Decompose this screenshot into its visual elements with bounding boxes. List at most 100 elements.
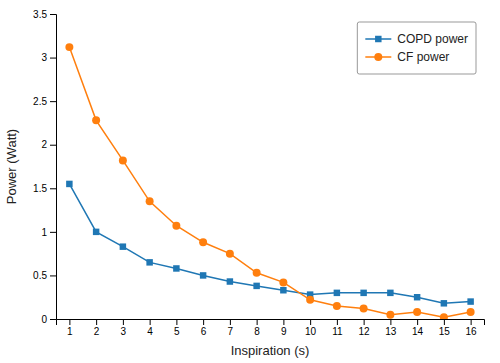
x-tick-mark <box>123 319 124 325</box>
data-point <box>441 300 447 306</box>
data-point <box>387 290 393 296</box>
x-tick-label: 15 <box>439 326 451 337</box>
chart: 1234567891011121314151600.511.522.533.5C… <box>0 0 500 363</box>
data-point <box>467 298 473 304</box>
x-tick-mark <box>96 319 97 325</box>
data-point <box>334 290 340 296</box>
y-tick-label: 1 <box>41 227 47 238</box>
y-tick-mark <box>50 14 56 15</box>
x-tick-label: 16 <box>466 326 478 337</box>
x-tick: 14 <box>412 319 424 337</box>
y-tick-mark <box>50 58 56 59</box>
x-tick-mark <box>390 319 391 325</box>
data-point <box>92 116 100 124</box>
data-point <box>66 181 72 187</box>
x-tick: 6 <box>201 319 207 337</box>
data-point <box>199 238 207 246</box>
x-tick-label: 10 <box>305 326 317 337</box>
data-point <box>360 305 368 313</box>
x-tick-label: 2 <box>94 326 100 337</box>
data-point <box>119 156 127 164</box>
y-tick-label: 0 <box>41 314 47 325</box>
data-point <box>413 308 421 316</box>
x-tick: 16 <box>466 319 478 337</box>
x-tick: 11 <box>332 319 343 337</box>
x-tick-mark <box>257 319 258 325</box>
x-tick-mark <box>444 319 445 325</box>
y-tick-label: 3.5 <box>33 9 47 20</box>
x-tick-mark <box>203 319 204 325</box>
y-tick: 0 <box>41 314 56 325</box>
x-tick-mark <box>283 319 284 325</box>
data-point <box>146 259 152 265</box>
data-point <box>227 278 233 284</box>
plot: 1234567891011121314151600.511.522.533.5C… <box>33 9 484 337</box>
y-tick-label: 2.5 <box>33 96 47 107</box>
y-axis-line <box>50 15 57 320</box>
x-tick-label: 8 <box>254 326 260 337</box>
marks <box>65 43 474 319</box>
y-tick-mark <box>50 319 56 320</box>
data-point <box>120 243 126 249</box>
x-tick-mark <box>310 319 311 325</box>
x-tick: 8 <box>254 319 260 337</box>
legend-marker <box>375 36 381 42</box>
data-point <box>146 197 154 205</box>
x-tick: 15 <box>439 319 451 337</box>
data-point <box>173 265 179 271</box>
x-tick-label: 6 <box>201 326 207 337</box>
y-tick: 2 <box>41 139 56 150</box>
legend-marker <box>374 53 382 61</box>
y-tick-mark <box>50 275 56 276</box>
x-tick-mark <box>337 319 338 325</box>
legend-label: COPD power <box>397 32 468 46</box>
x-tick-label: 13 <box>385 326 397 337</box>
data-point <box>333 302 341 310</box>
x-tick: 9 <box>281 319 287 337</box>
y-tick-mark <box>50 188 56 189</box>
x-tick-mark <box>150 319 151 325</box>
x-axis-line <box>57 320 485 326</box>
x-tick-mark <box>230 319 231 325</box>
data-point <box>172 222 180 230</box>
x-tick-mark <box>471 319 472 325</box>
x-tick-label: 14 <box>412 326 424 337</box>
y-tick: 1.5 <box>33 183 56 194</box>
data-point <box>226 250 234 258</box>
data-point <box>279 278 287 286</box>
data-point <box>253 269 261 277</box>
x-axis: 12345678910111213141516 <box>57 319 485 337</box>
legend-box <box>357 22 476 74</box>
y-tick: 1 <box>41 227 56 238</box>
legend-item: COPD power <box>365 32 468 46</box>
data-point <box>467 308 475 316</box>
x-tick: 13 <box>385 319 397 337</box>
x-tick: 2 <box>94 319 100 337</box>
data-point <box>93 229 99 235</box>
x-tick-mark <box>417 319 418 325</box>
y-tick: 2.5 <box>33 96 56 107</box>
x-tick: 3 <box>121 319 127 337</box>
x-tick: 1 <box>67 319 73 337</box>
x-tick: 12 <box>359 319 371 337</box>
y-tick: 3 <box>41 52 56 63</box>
x-tick: 4 <box>147 319 153 337</box>
y-tick: 0.5 <box>33 270 56 281</box>
y-tick-label: 0.5 <box>33 270 47 281</box>
series-line <box>69 184 470 303</box>
x-tick: 10 <box>305 319 317 337</box>
y-tick: 3.5 <box>33 9 56 20</box>
data-point <box>253 283 259 289</box>
x-tick: 5 <box>174 319 180 337</box>
y-tick-label: 3 <box>41 52 47 63</box>
y-tick-mark <box>50 232 56 233</box>
y-axis: 0 0.5 1 1.5 2 2.5 3 3.5 <box>33 9 56 325</box>
data-point <box>280 287 286 293</box>
data-point <box>440 313 448 319</box>
data-point <box>306 296 314 304</box>
x-axis-title: Inspiration (s) <box>231 343 310 358</box>
x-tick-label: 1 <box>67 326 73 337</box>
y-tick-mark <box>50 145 56 146</box>
x-tick-label: 4 <box>147 326 153 337</box>
x-tick-mark <box>176 319 177 325</box>
